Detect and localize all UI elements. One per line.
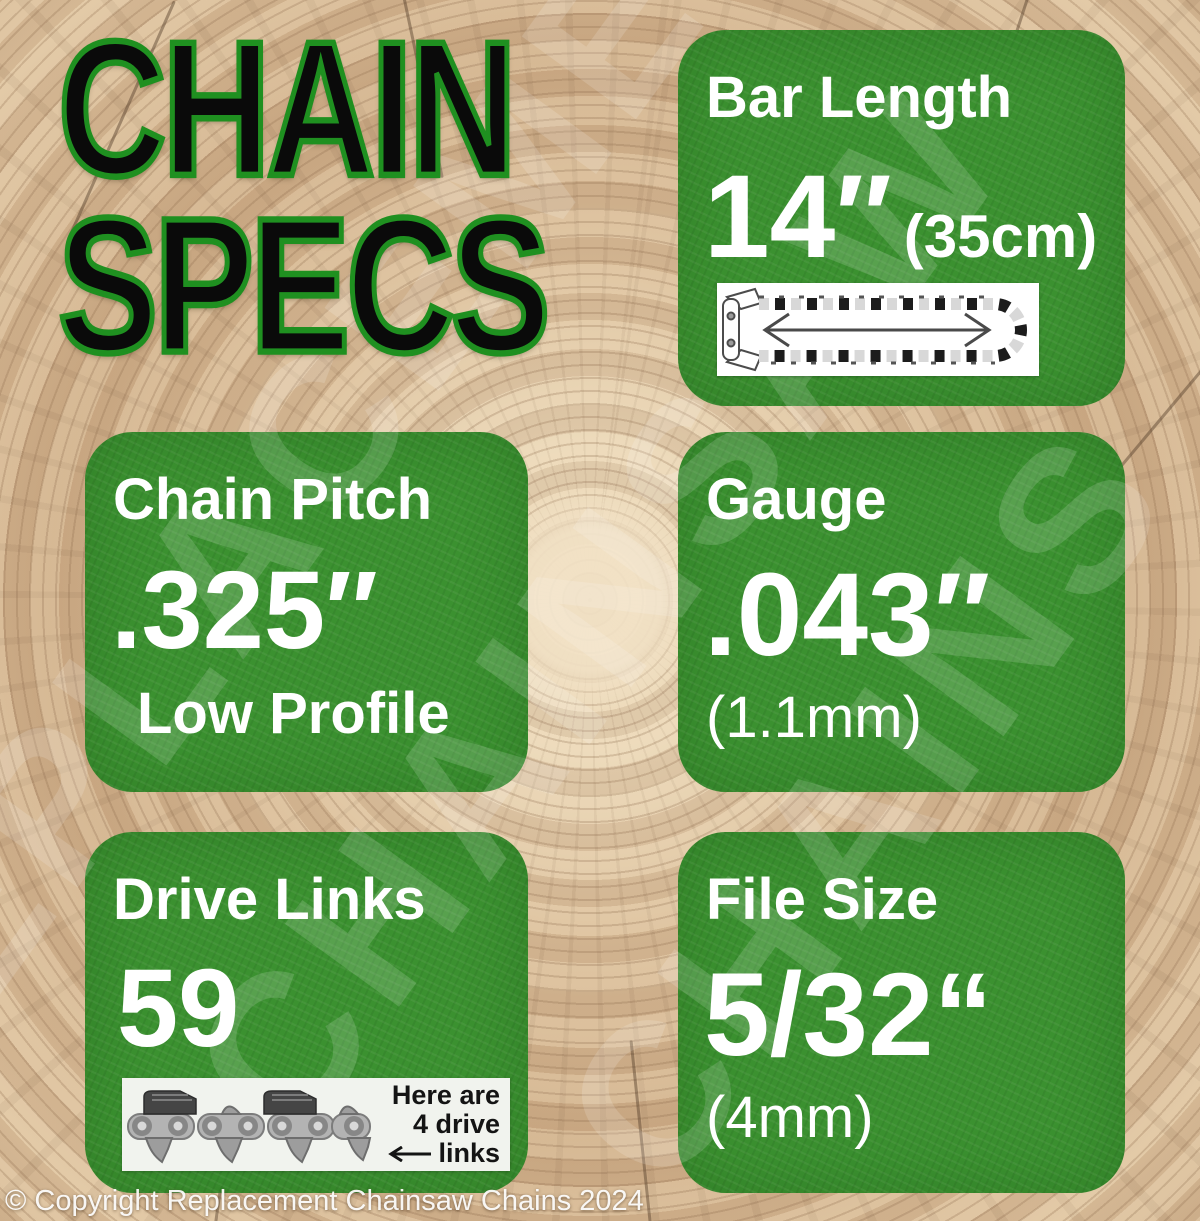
bar-length-label: Bar Length: [706, 65, 1013, 130]
drive-links-illustration: Here are 4 drive links: [122, 1078, 510, 1171]
file-size-label: File Size: [706, 867, 939, 932]
chain-pitch-secondary: Low Profile: [137, 681, 450, 746]
drive-links-label: Drive Links: [113, 867, 426, 932]
annotation-line2: 4 drive: [412, 1109, 500, 1139]
drive-links-card: Drive Links 59: [85, 832, 528, 1193]
guide-bar-illustration: [717, 283, 1039, 376]
bar-length-card: Bar Length 14″ (35cm): [678, 30, 1125, 406]
left-arrow-icon: [388, 1145, 432, 1162]
annotation-line1: Here are: [391, 1080, 500, 1110]
chain-links-icon: [127, 1089, 372, 1164]
page-title-line1: CHAIN: [56, 0, 520, 216]
file-size-value: 5/32“: [704, 949, 993, 1081]
drive-links-value: 59: [117, 947, 240, 1070]
page-title: CHAIN SPECS: [56, 0, 554, 393]
guide-bar-icon: [717, 283, 1039, 376]
file-size-card: File Size 5/32“ (4mm): [678, 832, 1125, 1193]
drive-links-annotation: Here are 4 drive links: [388, 1081, 510, 1168]
copyright-text: © Copyright Replacement Chainsaw Chains …: [5, 1185, 644, 1217]
file-size-secondary: (4mm): [706, 1085, 874, 1150]
gauge-secondary: (1.1mm): [706, 685, 922, 750]
annotation-line3: links: [438, 1138, 500, 1168]
bar-length-secondary: (35cm): [903, 203, 1098, 270]
chain-pitch-value: .325″: [111, 549, 378, 672]
bar-length-value: 14″: [704, 151, 892, 283]
chain-pitch-label: Chain Pitch: [113, 467, 433, 532]
chain-pitch-card: Chain Pitch .325″ Low Profile: [85, 432, 528, 792]
page-title-line2: SPECS: [56, 177, 554, 393]
gauge-card: Gauge .043″ (1.1mm): [678, 432, 1125, 792]
gauge-value: .043″: [704, 549, 991, 681]
gauge-label: Gauge: [706, 467, 887, 532]
